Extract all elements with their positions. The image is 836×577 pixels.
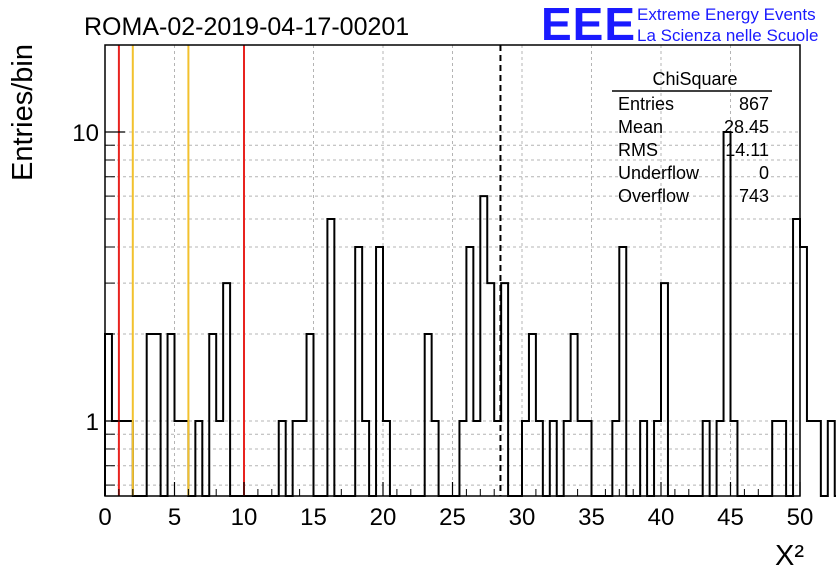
x-tick-label: 25 [439,504,466,531]
stats-row-value: 28.45 [724,117,769,137]
brand-line-1: Extreme Energy Events [637,5,816,24]
histogram-outline [104,130,836,497]
histogram-layer [104,130,836,497]
axes-layer: 0 5 10 15 20 25 30 35 40 45 50 1 10 [72,44,814,531]
y-tick-label: 10 [72,120,99,147]
x-tick-label: 35 [578,504,605,531]
x-tick-label: 45 [717,504,744,531]
stats-row-value: 14.11 [725,140,769,160]
brand-line-2: La Scienza nelle Scuole [637,26,818,45]
stats-title: ChiSquare [652,69,737,89]
x-tick-label: 50 [787,504,814,531]
eee-logo: EEE [541,0,636,50]
x-tick-label: 5 [168,504,181,531]
x-axis-label: X² [775,540,804,572]
stats-row-value: 743 [739,186,769,206]
stats-row-label: Underflow [618,163,700,183]
stats-row-value: 0 [759,163,769,183]
y-axis-label: Entries/bin [7,44,39,181]
marker-lines-layer [117,45,502,496]
x-tick-label: 20 [370,504,397,531]
stats-box: ChiSquare Entries 867 Mean 28.45 RMS 14.11 Unde… [612,69,772,206]
stats-row-label: RMS [618,140,658,160]
chart-title: ROMA-02-2019-04-17-00201 [84,13,409,41]
y-tick-label: 1 [86,409,99,436]
x-tick-label: 15 [300,504,327,531]
stats-row-label: Entries [618,94,674,114]
x-tick-label: 0 [98,504,111,531]
stats-row-label: Overflow [618,186,690,206]
stats-row-value: 867 [739,94,769,114]
stats-row-label: Mean [618,117,663,137]
grid-layer [105,44,800,496]
x-tick-label: 30 [509,504,536,531]
x-tick-label: 40 [648,504,675,531]
x-tick-label: 10 [231,504,258,531]
